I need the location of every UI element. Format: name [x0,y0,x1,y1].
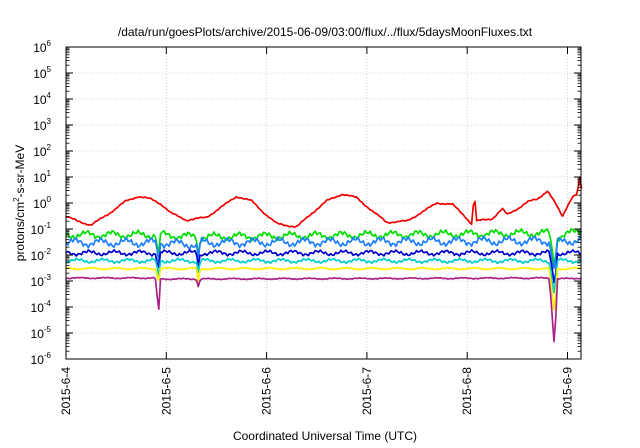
x-tick-label: 2015-6-9 [561,367,575,415]
x-axis: 2015-6-4 2015-6-5 2015-6-6 2015-6-7 2015-6-8… [59,47,575,415]
series-line-4 [65,248,582,284]
y-tick-label-exponent: 0 [47,195,52,204]
y-tick-label-exponent: 1 [47,169,52,178]
x-axis-label: Coordinated Universal Time (UTC) [233,429,417,443]
y-tick-label: 103 [33,117,51,133]
x-tick-label: 2015-6-4 [59,367,73,415]
y-axis: 10-610-510-410-310-210-11001011021031041… [31,39,581,367]
x-tick-label: 2015-6-8 [460,367,474,415]
y-tick-label-base: 10 [33,41,47,55]
chart-title: /data/run/goesPlots/archive/2015-06-09/0… [118,25,533,39]
y-tick-label-base: 10 [33,171,47,185]
x-tick-label: 2015-6-6 [260,367,274,415]
x-tick-label: 2015-6-5 [159,367,173,415]
y-tick-label: 104 [33,91,51,107]
y-tick-label-exponent: -2 [44,247,52,256]
y-tick-label: 10-1 [31,221,52,237]
series-line-3 [65,235,583,270]
y-axis-label: protons/cm2-s-sr-MeV [12,145,27,261]
series-line-1 [65,176,583,228]
y-tick-label-exponent: 5 [47,65,52,74]
y-tick-label: 105 [33,65,51,81]
y-tick-label-exponent: -3 [44,273,52,282]
y-tick-label: 102 [33,143,51,159]
y-tick-label-base: 10 [33,93,47,107]
y-axis-label-base: protons/cm [13,202,27,261]
series-group [65,176,583,343]
y-tick-label-exponent: 2 [47,143,52,152]
y-tick-label: 106 [33,39,51,55]
y-tick-label-exponent: 4 [47,91,52,100]
y-tick-label-exponent: -1 [44,221,52,230]
x-tick-label: 2015-6-7 [360,367,374,415]
y-tick-label-base: 10 [33,197,47,211]
y-tick-label-exponent: 3 [47,117,52,126]
grid [66,47,581,359]
y-tick-label: 10-3 [31,273,52,289]
y-tick-label: 10-6 [31,351,52,367]
y-tick-label-base: 10 [33,145,47,159]
y-tick-label-exponent: -6 [44,351,52,360]
y-tick-label-exponent: 6 [47,39,52,48]
y-tick-label-base: 10 [33,119,47,133]
y-tick-label: 10-5 [31,325,52,341]
y-tick-label-base: 10 [31,275,45,289]
y-tick-label: 100 [33,195,51,211]
y-tick-label-exponent: -4 [44,299,52,308]
y-tick-label-base: 10 [31,353,45,367]
y-tick-label: 101 [33,169,51,185]
series-line-7 [65,276,582,343]
y-tick-label-base: 10 [31,249,45,263]
y-axis-label-superscript: 2 [12,197,21,202]
series-line-5 [65,257,582,294]
y-tick-label: 10-2 [31,247,52,263]
y-tick-label-base: 10 [31,223,45,237]
y-tick-label: 10-4 [31,299,52,315]
y-tick-label-base: 10 [31,327,45,341]
series-line-6 [65,266,582,311]
y-axis-label-rest: -s-sr-MeV [13,145,27,198]
y-tick-label-base: 10 [31,301,45,315]
y-tick-label-base: 10 [33,67,47,81]
y-tick-label-exponent: -5 [44,325,52,334]
